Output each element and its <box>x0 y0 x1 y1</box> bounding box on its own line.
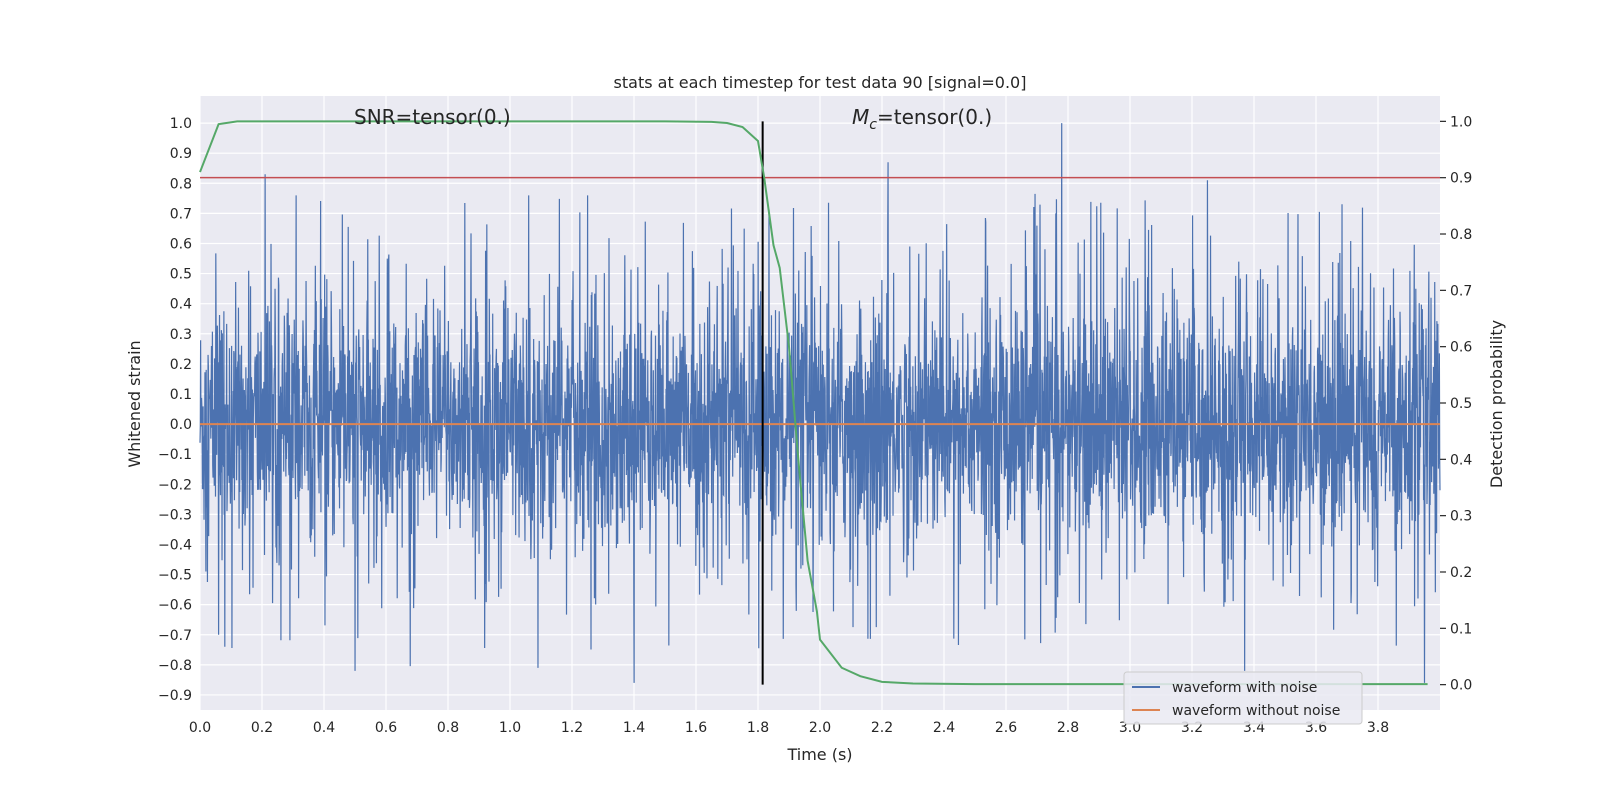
series-waveform-with-noise <box>199 123 1441 683</box>
x-tick-label: 2.2 <box>871 720 893 736</box>
x-tick-label: 0.4 <box>313 720 335 736</box>
legend: waveform with noise waveform without nois… <box>1123 671 1363 725</box>
x-tick-label: 0.0 <box>189 720 211 736</box>
y2-tick-label: 0.8 <box>1450 227 1472 243</box>
x-tick-label: 1.0 <box>499 720 521 736</box>
chart-title: stats at each timestep for test data 90 … <box>614 73 1027 92</box>
y-tick-label: 0.1 <box>170 387 192 403</box>
y2-tick-label: 0.7 <box>1450 283 1472 299</box>
y-tick-label: 0.7 <box>170 206 192 222</box>
y-tick-label: −0.9 <box>158 688 192 704</box>
y2-axis-ticks: 0.0 0.1 0.2 0.3 0.4 0.5 0.6 0.7 0.8 0.9 1.0 <box>1440 114 1472 694</box>
y-tick-label: 0.5 <box>170 267 192 283</box>
x-tick-label: 3.8 <box>1367 720 1389 736</box>
x-tick-label: 0.2 <box>251 720 273 736</box>
y-tick-label: −0.2 <box>158 477 192 493</box>
mc-annotation: Mc=tensor(0.) <box>852 105 992 133</box>
y-tick-label: −0.6 <box>158 598 192 614</box>
y-tick-label: 0.9 <box>170 146 192 162</box>
mc-subscript: c <box>869 117 877 133</box>
y-tick-label: 0.3 <box>170 327 192 343</box>
y-tick-label: −0.1 <box>158 447 192 463</box>
x-tick-label: 1.4 <box>623 720 645 736</box>
x-tick-label: 0.8 <box>437 720 459 736</box>
y2-tick-label: 0.9 <box>1450 171 1472 187</box>
legend-box <box>1123 671 1363 725</box>
x-tick-label: 2.4 <box>933 720 955 736</box>
x-axis-label: Time (s) <box>786 745 852 764</box>
y-tick-label: 0.6 <box>170 236 192 252</box>
y-tick-label: 0.0 <box>170 417 192 433</box>
x-tick-label: 2.6 <box>995 720 1017 736</box>
series-detection-probability <box>199 120 1428 686</box>
y-tick-label: −0.5 <box>158 568 192 584</box>
y2-tick-label: 0.2 <box>1450 565 1472 581</box>
legend-label: waveform with noise <box>1172 680 1317 696</box>
y-tick-label: −0.4 <box>158 537 192 553</box>
x-tick-label: 1.8 <box>747 720 769 736</box>
y-tick-label: −0.7 <box>158 628 192 644</box>
reference-lines <box>200 121 1440 685</box>
y2-tick-label: 0.3 <box>1450 509 1472 525</box>
x-tick-label: 2.0 <box>809 720 831 736</box>
x-tick-label: 1.2 <box>561 720 583 736</box>
y2-tick-label: 1.0 <box>1450 114 1472 130</box>
y2-tick-label: 0.4 <box>1450 452 1472 468</box>
y-axis-label: Whitened strain <box>125 340 144 467</box>
detection-probability-line <box>199 120 1428 686</box>
snr-annotation: SNR=tensor(0.) <box>354 105 511 129</box>
y-tick-label: 0.8 <box>170 176 192 192</box>
x-tick-label: 2.8 <box>1057 720 1079 736</box>
y-tick-label: −0.3 <box>158 507 192 523</box>
y-tick-label: 1.0 <box>170 116 192 132</box>
mc-symbol: M <box>852 105 869 129</box>
y-axis-ticks: −0.9 −0.8 −0.7 −0.6 −0.5 −0.4 −0.3 −0.2 −0.1 0.0 0… <box>158 116 192 704</box>
legend-label: waveform without noise <box>1172 703 1340 719</box>
mc-value: =tensor(0.) <box>877 105 992 129</box>
x-tick-label: 0.6 <box>375 720 397 736</box>
x-tick-label: 1.6 <box>685 720 707 736</box>
y-tick-label: −0.8 <box>158 658 192 674</box>
y2-tick-label: 0.5 <box>1450 396 1472 412</box>
y2-tick-label: 0.1 <box>1450 621 1472 637</box>
y2-tick-label: 0.0 <box>1450 678 1472 694</box>
y-tick-label: 0.2 <box>170 357 192 373</box>
y2-tick-label: 0.6 <box>1450 340 1472 356</box>
waveform-with-noise-line <box>199 123 1441 683</box>
y2-axis-label: Detection probability <box>1487 320 1506 488</box>
y-tick-label: 0.4 <box>170 297 192 313</box>
